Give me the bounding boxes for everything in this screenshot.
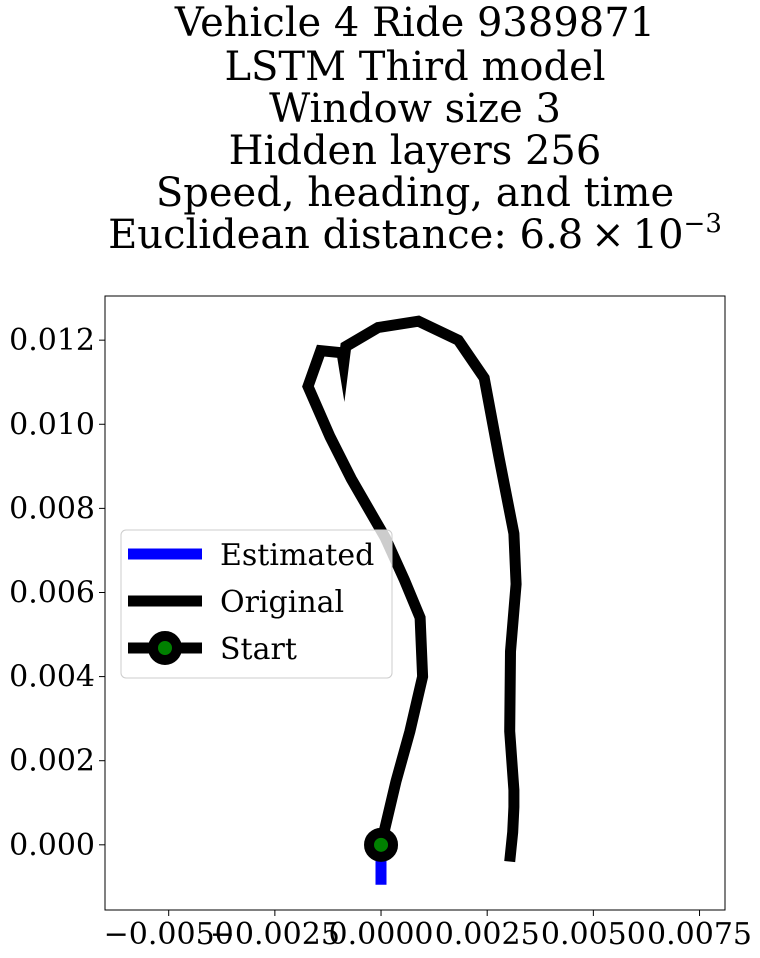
legend-start-marker — [148, 631, 182, 665]
x-tick-label: 0.0000 — [329, 917, 434, 952]
chart-title: Vehicle 4 Ride 9389871 LSTM Third model … — [108, 0, 722, 258]
legend-item-start-label: Start — [220, 632, 297, 667]
plot-area — [302, 315, 522, 885]
y-tick-label: 0.010 — [9, 407, 95, 442]
y-tick-label: 0.012 — [9, 323, 95, 358]
legend-item-estimated-label: Estimated — [220, 538, 374, 573]
legend: Estimated Original Start — [120, 529, 393, 679]
title-metric-exponent: −3 — [684, 209, 722, 239]
y-tick-label: 0.002 — [9, 744, 95, 779]
title-line-metric: Euclidean distance: 6.8 × 10−3 — [108, 209, 722, 258]
title-metric-text: Euclidean distance: 6.8 × 10 — [108, 212, 683, 258]
title-line-hidden: Hidden layers 256 — [229, 128, 602, 174]
legend-box — [120, 529, 393, 679]
y-tick-label: 0.000 — [9, 828, 95, 863]
title-line-features: Speed, heading, and time — [156, 170, 674, 216]
x-tick-label: −0.0050 — [104, 917, 234, 952]
title-line-model: LSTM Third model — [224, 44, 605, 90]
title-line-vehicle: Vehicle 4 Ride 9389871 — [174, 0, 655, 46]
x-tick-label: 0.0050 — [541, 917, 646, 952]
y-tick-label: 0.004 — [9, 660, 95, 695]
series-original-line — [302, 315, 522, 863]
x-tick-label: −0.0025 — [210, 917, 340, 952]
x-tick-label: 0.0025 — [435, 917, 540, 952]
legend-item-original-label: Original — [220, 585, 344, 620]
y-tick-label: 0.008 — [9, 491, 95, 526]
y-tick-label: 0.006 — [9, 575, 95, 610]
start-marker — [364, 827, 399, 862]
plot-series-group — [302, 315, 522, 885]
plot-frame — [104, 295, 726, 911]
title-line-window: Window size 3 — [269, 86, 561, 132]
x-tick-label: 0.0075 — [647, 917, 752, 952]
